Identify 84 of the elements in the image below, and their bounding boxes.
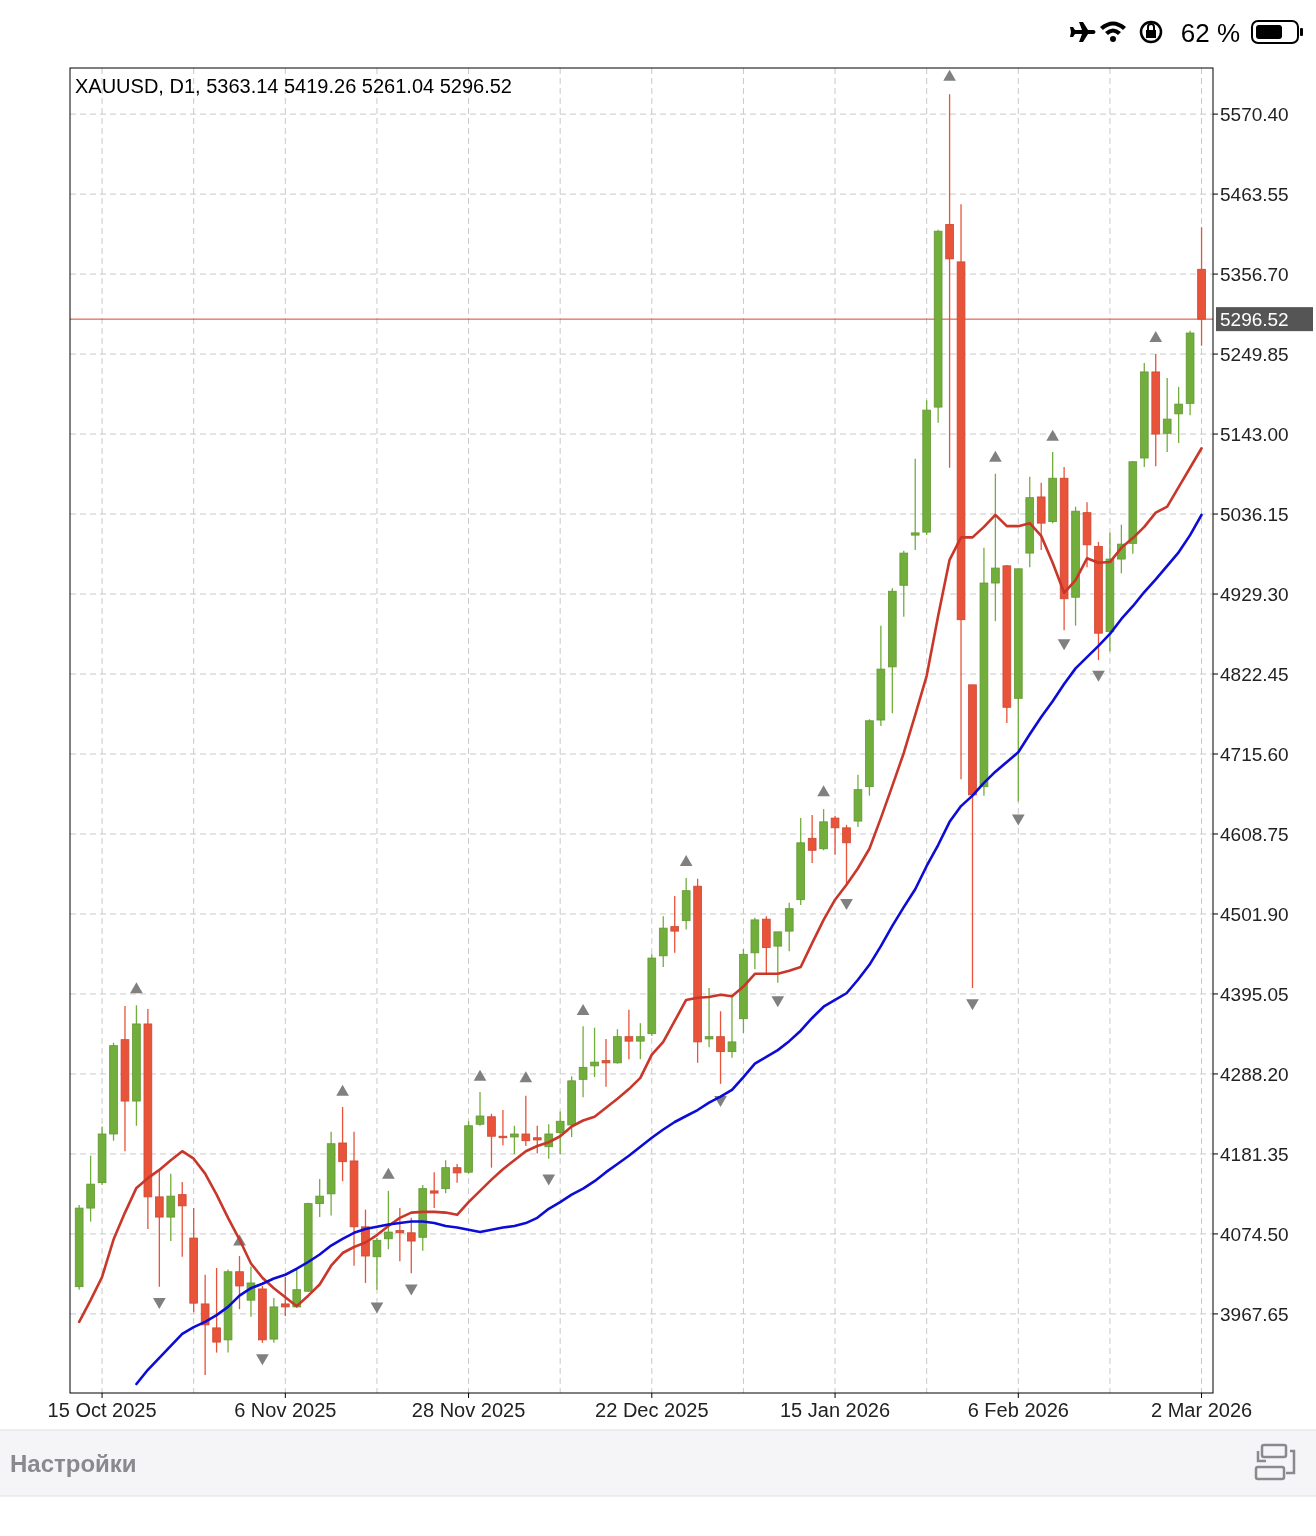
candlestick bbox=[235, 1255, 244, 1310]
candlestick bbox=[636, 1022, 645, 1060]
x-tick-label: 6 Nov 2025 bbox=[234, 1399, 337, 1421]
point bbox=[370, 1302, 384, 1314]
line-series bbox=[135, 513, 1203, 1386]
y-tick-label: 4074.50 bbox=[1220, 1223, 1289, 1245]
candlestick bbox=[727, 996, 737, 1059]
candlestick bbox=[315, 1178, 324, 1218]
point bbox=[542, 1174, 556, 1186]
candlestick bbox=[475, 1091, 485, 1127]
y-tick-label: 4608.75 bbox=[1220, 823, 1289, 845]
chart-title: XAUUSD, D1, 5363.14 5419.26 5261.04 5296.52 bbox=[75, 75, 512, 97]
candlestick bbox=[200, 1274, 210, 1376]
text: 62 % bbox=[1180, 18, 1240, 48]
candlestick bbox=[521, 1095, 531, 1147]
y-tick-label: 5036.15 bbox=[1220, 503, 1289, 525]
point bbox=[1011, 814, 1025, 826]
point bbox=[943, 69, 956, 81]
point bbox=[1149, 330, 1163, 342]
y-tick-label: 4395.05 bbox=[1220, 983, 1289, 1005]
y-tick-label: 5143.00 bbox=[1220, 423, 1289, 445]
y-tick-label: 5570.40 bbox=[1220, 103, 1289, 125]
candlestick bbox=[384, 1190, 393, 1250]
candlestick bbox=[498, 1109, 508, 1146]
candlestick bbox=[945, 93, 954, 469]
candlestick bbox=[624, 1009, 634, 1060]
y-tick-label: 4181.35 bbox=[1220, 1143, 1289, 1165]
candlestick bbox=[395, 1207, 405, 1262]
candlestick bbox=[716, 1010, 725, 1085]
line-series bbox=[77, 446, 1203, 1324]
y-tick-label: 3967.65 bbox=[1220, 1303, 1289, 1325]
point bbox=[152, 1298, 166, 1310]
x-tick-label: 6 Feb 2026 bbox=[967, 1399, 1069, 1421]
candlestick bbox=[578, 1025, 588, 1098]
candlestick bbox=[670, 895, 680, 954]
y-tick-label: 5463.55 bbox=[1220, 183, 1289, 205]
candlestick bbox=[441, 1159, 450, 1194]
candlestick bbox=[407, 1217, 416, 1274]
candlestick bbox=[555, 1110, 565, 1155]
candlestick bbox=[510, 1125, 519, 1155]
candlestick bbox=[830, 815, 840, 856]
candlestick bbox=[991, 473, 1000, 622]
candlestick bbox=[155, 1169, 164, 1288]
candlestick bbox=[532, 1125, 542, 1155]
candlestick bbox=[166, 1173, 176, 1242]
ref-line-label: 5296.52 bbox=[1220, 308, 1289, 330]
candlestick bbox=[86, 1155, 95, 1223]
x-tick-label: 28 Nov 2025 bbox=[411, 1399, 526, 1421]
candlestick bbox=[910, 458, 920, 551]
point bbox=[256, 1354, 269, 1366]
text: Настройки bbox=[10, 1450, 137, 1477]
candlestick bbox=[177, 1181, 187, 1258]
y-tick-label: 4929.30 bbox=[1220, 583, 1289, 605]
y-tick-label: 4822.45 bbox=[1220, 663, 1289, 685]
candlestick bbox=[1174, 386, 1183, 444]
candlestick bbox=[452, 1163, 462, 1184]
candlestick bbox=[372, 1237, 382, 1291]
x-tick-label: 15 Oct 2025 bbox=[47, 1399, 157, 1421]
point bbox=[771, 996, 785, 1008]
candlestick bbox=[704, 987, 714, 1048]
candlestick bbox=[807, 814, 817, 864]
y-tick-label: 4715.60 bbox=[1220, 743, 1289, 765]
candlestick bbox=[784, 902, 794, 952]
candlestick bbox=[429, 1171, 439, 1209]
y-tick-label: 4288.20 bbox=[1220, 1063, 1289, 1085]
candlestick bbox=[590, 1027, 599, 1078]
candlestick bbox=[338, 1106, 347, 1182]
x-tick-label: 15 Jan 2026 bbox=[780, 1399, 891, 1421]
candlestick bbox=[601, 1038, 611, 1088]
x-tick-label: 22 Dec 2025 bbox=[595, 1399, 709, 1421]
point bbox=[840, 899, 853, 911]
point bbox=[1092, 670, 1105, 682]
x-tick-label: 2 Mar 2026 bbox=[1150, 1399, 1253, 1421]
candlestick bbox=[281, 1276, 290, 1317]
point bbox=[966, 999, 979, 1011]
candlestick bbox=[1162, 377, 1172, 453]
y-tick-label: 4501.90 bbox=[1220, 903, 1289, 925]
candlestick bbox=[773, 931, 783, 984]
candlestick bbox=[487, 1113, 496, 1169]
candlestick bbox=[212, 1267, 221, 1354]
y-tick-label: 5356.70 bbox=[1220, 263, 1289, 285]
point bbox=[1046, 429, 1060, 441]
point bbox=[989, 450, 1002, 462]
y-tick-label: 5249.85 bbox=[1220, 343, 1289, 365]
